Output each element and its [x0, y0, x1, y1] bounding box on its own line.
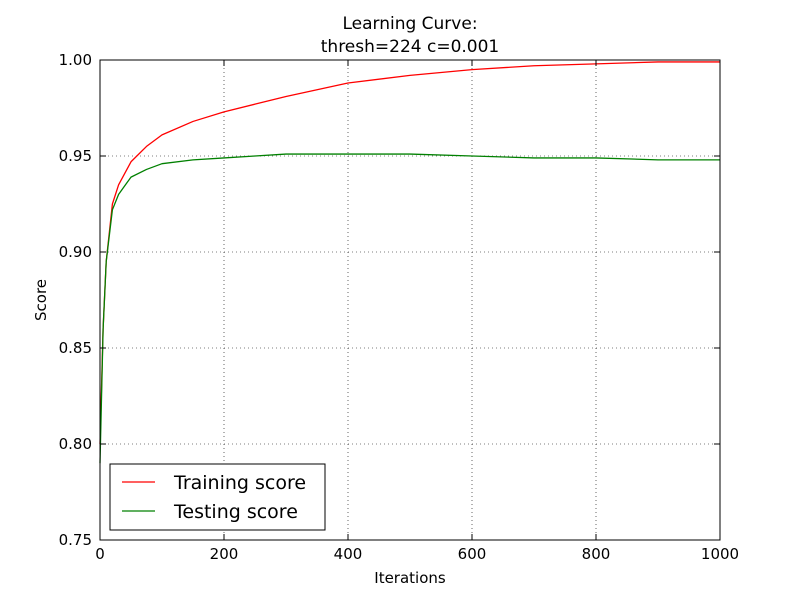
x-axis-label: Iterations	[374, 569, 446, 587]
testing-score-line	[99, 153, 720, 464]
training-score-line	[99, 61, 720, 445]
legend-box	[109, 463, 326, 531]
chart-title-line-2: thresh=224 c=0.001	[321, 37, 500, 57]
y-tick-label: 1.00	[59, 51, 92, 69]
x-tick-label: 400	[334, 545, 363, 563]
legend: Training score Testing score	[109, 463, 326, 531]
y-axis-label: Score	[32, 279, 50, 321]
axis-ticks: 0 200 400 600 800 1000 0.75 0.80 0.85 0.90 0.95 1.0…	[59, 51, 740, 563]
y-tick-label: 0.75	[59, 531, 92, 549]
x-tick-label: 0	[95, 545, 105, 563]
y-tick-label: 0.90	[59, 243, 92, 261]
x-tick-label: 600	[458, 545, 487, 563]
x-tick-label: 200	[210, 545, 239, 563]
x-tick-label: 800	[582, 545, 611, 563]
y-tick-label: 0.85	[59, 339, 92, 357]
plot-frame	[99, 59, 721, 541]
y-tick-label: 0.95	[59, 147, 92, 165]
y-tick-label: 0.80	[59, 435, 92, 453]
legend-testing-label: Testing score	[173, 501, 298, 523]
chart-title-line-1: Learning Curve:	[342, 14, 477, 34]
legend-training-label: Training score	[173, 472, 306, 494]
x-tick-label: 1000	[701, 545, 739, 563]
series-lines	[99, 61, 720, 464]
